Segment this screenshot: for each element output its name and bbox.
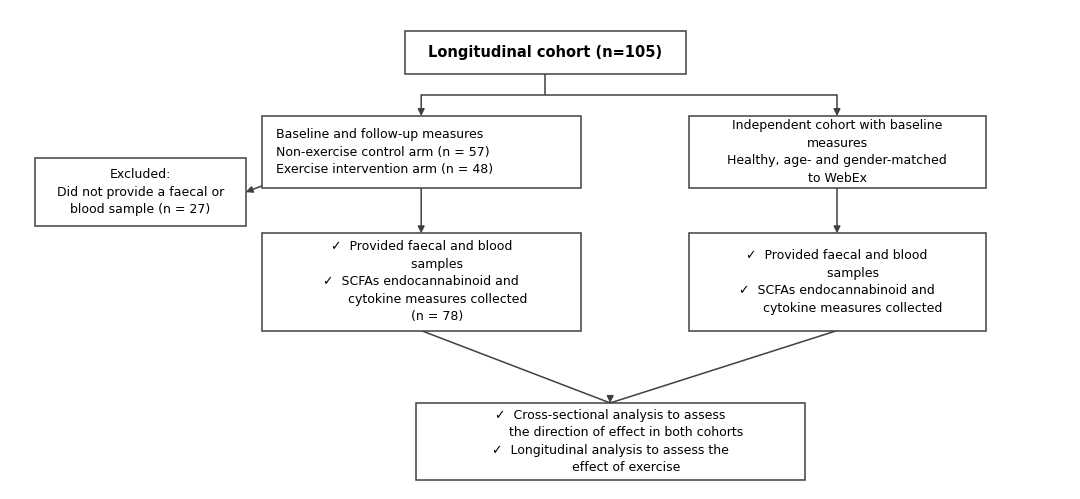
Text: ✓  Provided faecal and blood
        samples
✓  SCFAs endocannabinoid and
      : ✓ Provided faecal and blood samples ✓ SC… [315, 241, 527, 323]
FancyBboxPatch shape [262, 116, 581, 189]
Text: Independent cohort with baseline
measures
Healthy, age- and gender-matched
to We: Independent cohort with baseline measure… [727, 119, 947, 185]
Text: ✓  Cross-sectional analysis to assess
        the direction of effect in both co: ✓ Cross-sectional analysis to assess the… [477, 409, 743, 475]
FancyBboxPatch shape [405, 31, 686, 73]
Text: Excluded:
Did not provide a faecal or
blood sample (n = 27): Excluded: Did not provide a faecal or bl… [57, 168, 224, 216]
FancyBboxPatch shape [262, 234, 581, 330]
FancyBboxPatch shape [35, 159, 246, 226]
Text: Longitudinal cohort (n=105): Longitudinal cohort (n=105) [429, 45, 662, 60]
Text: ✓  Provided faecal and blood
        samples
✓  SCFAs endocannabinoid and
      : ✓ Provided faecal and blood samples ✓ SC… [731, 249, 943, 315]
Text: Baseline and follow-up measures
Non-exercise control arm (n = 57)
Exercise inter: Baseline and follow-up measures Non-exer… [276, 128, 494, 176]
FancyBboxPatch shape [416, 403, 805, 480]
FancyBboxPatch shape [689, 234, 986, 330]
FancyBboxPatch shape [689, 116, 986, 189]
